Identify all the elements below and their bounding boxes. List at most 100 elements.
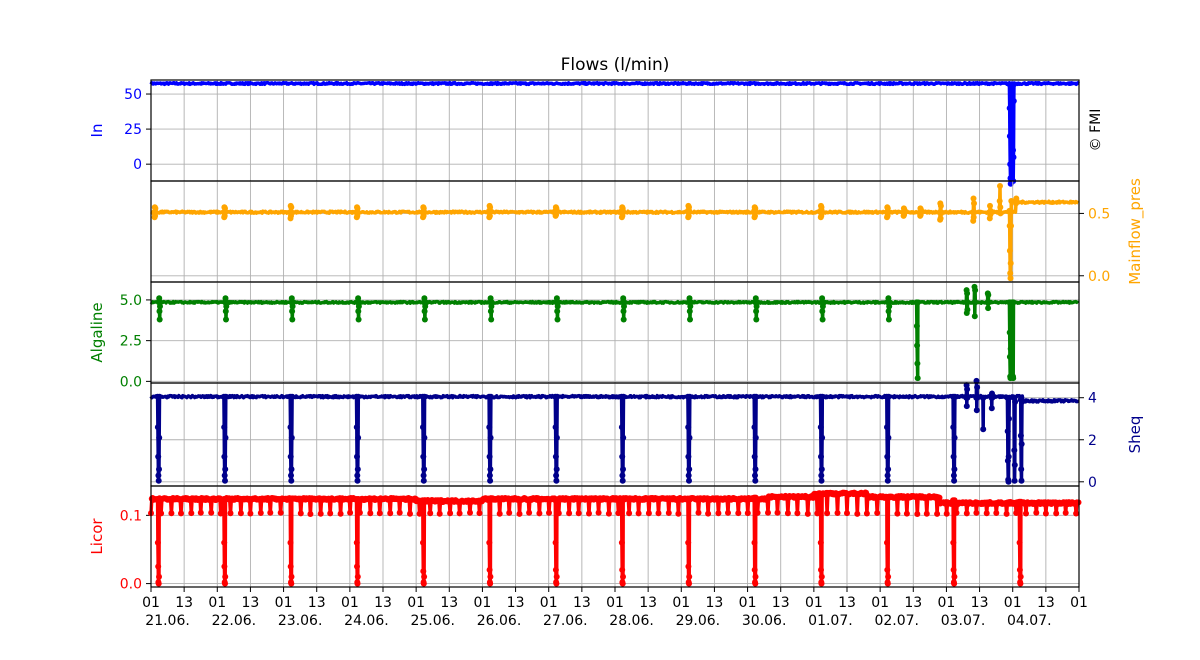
data-point (354, 209, 361, 216)
data-point (487, 308, 494, 315)
data-point (972, 299, 979, 306)
x-tick-hour-label: 13 (706, 595, 724, 611)
data-point (686, 393, 693, 400)
y-axis-label: Licor (88, 518, 106, 555)
data-point (685, 453, 692, 460)
data-point (950, 539, 957, 546)
data-point (970, 214, 977, 221)
data-point (421, 434, 428, 441)
data-point (620, 393, 627, 400)
data-point (885, 209, 892, 216)
data-point (288, 204, 295, 211)
data-point (1008, 222, 1014, 229)
data-point (715, 510, 722, 517)
data-point (752, 212, 758, 219)
data-point (1007, 260, 1014, 267)
data-point (152, 209, 159, 216)
watermark-text: © FMI (1088, 109, 1104, 152)
data-point (1004, 428, 1011, 435)
data-point (1018, 441, 1025, 447)
data-point (863, 510, 870, 517)
data-point (536, 510, 543, 517)
data-point (951, 393, 958, 400)
data-point (655, 510, 662, 517)
data-point (156, 393, 163, 400)
data-point (347, 509, 354, 516)
data-point (1042, 510, 1049, 517)
data-point (487, 466, 494, 473)
data-point (751, 424, 758, 431)
data-point (221, 472, 228, 479)
data-point (486, 212, 493, 219)
data-point (751, 453, 758, 460)
data-point (989, 394, 996, 401)
data-point (1006, 133, 1013, 140)
data-point (1011, 81, 1017, 88)
data-point (752, 207, 759, 214)
data-point (914, 511, 921, 517)
data-point (421, 209, 428, 216)
data-point (752, 580, 759, 587)
data-point (686, 434, 693, 441)
data-point (156, 573, 162, 580)
data-point (804, 510, 811, 517)
data-point (914, 342, 921, 349)
data-point (476, 510, 483, 517)
data-point (1012, 398, 1019, 405)
series-line-in (149, 80, 1080, 186)
data-point (288, 466, 295, 473)
data-point (980, 394, 987, 401)
data-point (1062, 509, 1069, 516)
data-point (685, 563, 692, 570)
data-point (288, 477, 295, 484)
data-point (818, 573, 825, 580)
data-point (735, 510, 742, 517)
x-tick-hour-label: 01 (142, 595, 160, 611)
data-point (687, 299, 694, 306)
data-point (620, 308, 627, 315)
y-axis-label: Sheq (1126, 416, 1144, 454)
data-point (615, 510, 622, 517)
data-point (964, 394, 971, 401)
data-point (936, 494, 943, 501)
data-point (421, 393, 428, 400)
data-point (774, 509, 781, 516)
data-point (970, 195, 977, 202)
data-point (222, 573, 229, 580)
data-point (1006, 353, 1013, 360)
x-tick-hour-label: 01 (474, 595, 492, 611)
x-tick-hour-label: 01 (1004, 595, 1022, 611)
x-tick-hour-label: 13 (440, 595, 458, 611)
data-point (844, 510, 850, 517)
data-point (1006, 394, 1013, 401)
x-date-label: 24.06. (344, 613, 389, 629)
data-point (953, 509, 960, 516)
data-point (1019, 398, 1025, 405)
data-point (818, 207, 825, 214)
data-point (974, 394, 981, 401)
data-point (988, 405, 995, 412)
data-point (222, 434, 229, 441)
data-point (553, 434, 560, 441)
data-point (885, 434, 892, 441)
x-tick-hour-label: 01 (1070, 595, 1088, 611)
data-point (626, 510, 633, 517)
data-point (619, 566, 626, 573)
data-point (934, 510, 941, 517)
x-date-label: 27.06. (543, 613, 588, 629)
data-point (287, 424, 294, 431)
data-point (223, 316, 229, 323)
data-point (619, 580, 626, 587)
x-date-label: 28.06. (609, 613, 654, 629)
data-point (686, 573, 693, 580)
y-axis-label: Algaline (88, 302, 106, 362)
data-point (354, 477, 361, 484)
data-point (645, 510, 652, 517)
data-point (884, 472, 891, 479)
data-point (1017, 573, 1024, 580)
data-point (553, 472, 560, 479)
data-point (247, 510, 254, 517)
data-point (686, 477, 692, 484)
data-point (794, 510, 801, 517)
x-tick-hour-label: 13 (308, 595, 326, 611)
